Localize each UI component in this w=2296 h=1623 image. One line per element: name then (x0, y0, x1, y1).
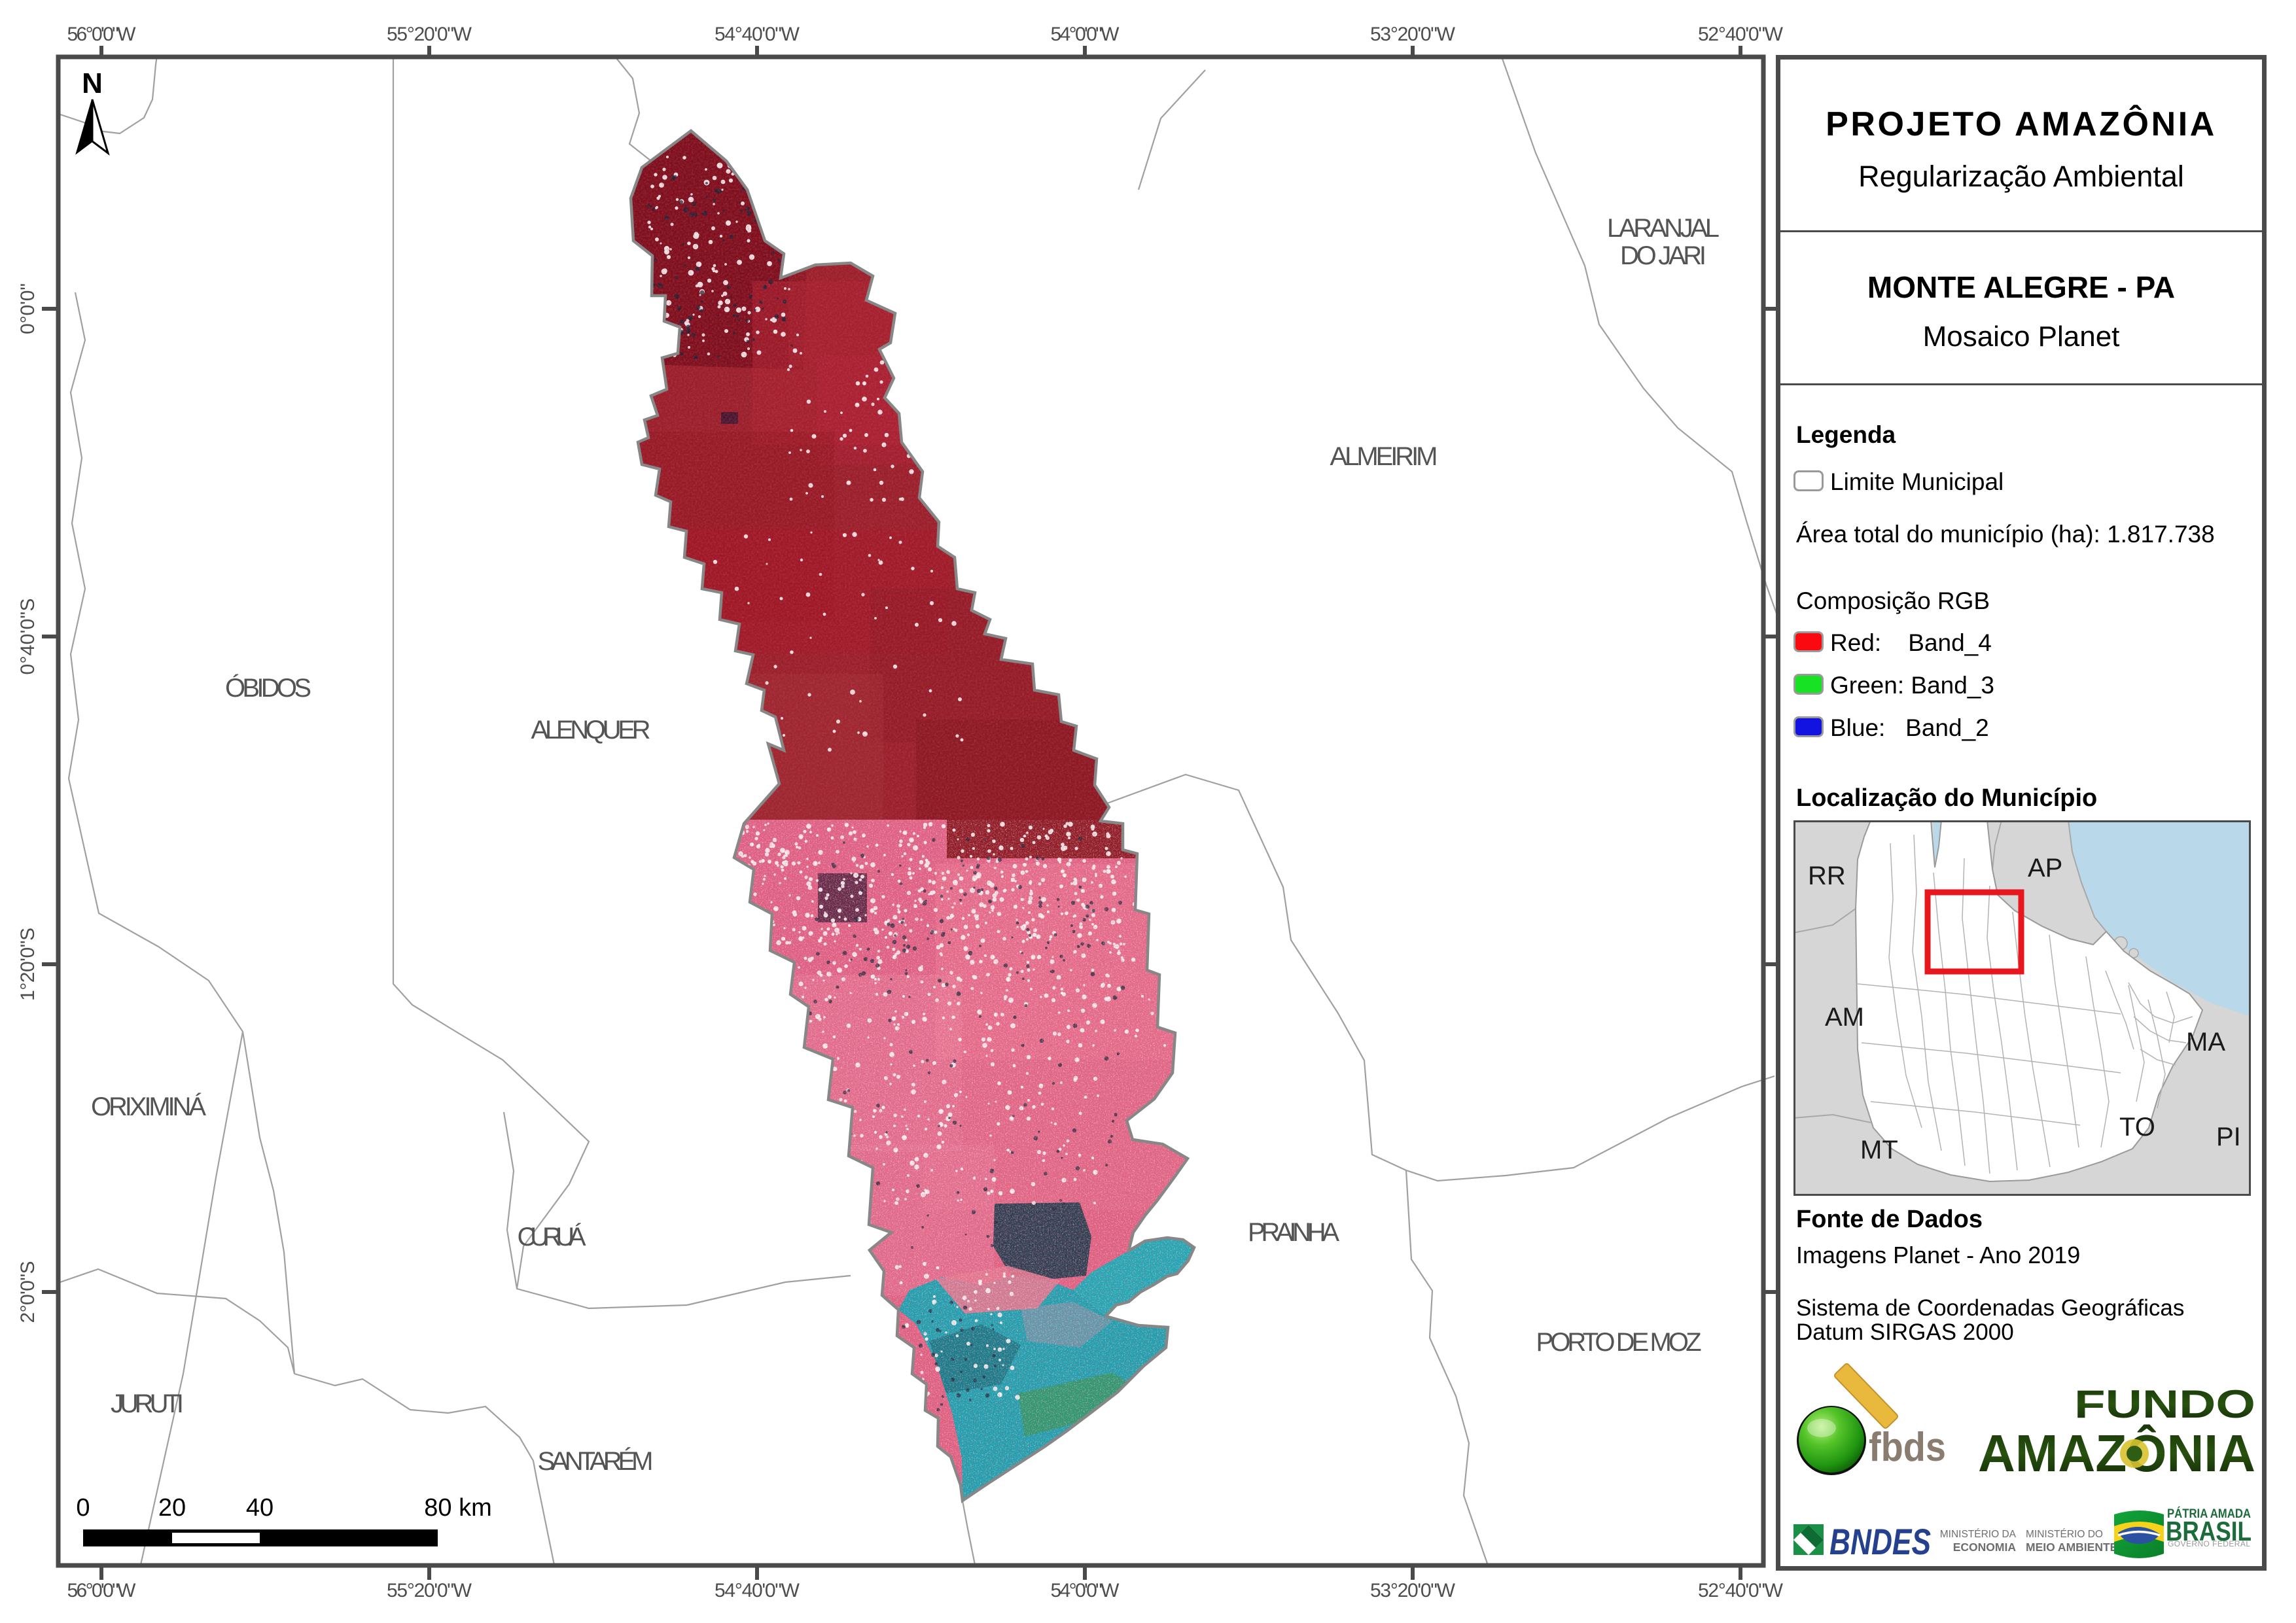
svg-text:MEIO AMBIENTE: MEIO AMBIENTE (2026, 1541, 2117, 1554)
svg-text:GOVERNO FEDERAL: GOVERNO FEDERAL (2168, 1539, 2250, 1548)
svg-text:CURUÁ: CURUÁ (518, 1222, 586, 1251)
svg-text:ALMEIRIM: ALMEIRIM (1330, 442, 1438, 471)
svg-text:RR: RR (1808, 862, 1846, 890)
svg-text:40: 40 (246, 1494, 274, 1522)
svg-text:FUNDO: FUNDO (2074, 1382, 2255, 1426)
svg-text:AMAZÔNIA: AMAZÔNIA (1978, 1424, 2255, 1482)
svg-text:53°20'0"W: 53°20'0"W (1370, 24, 1456, 45)
svg-text:AM: AM (1825, 1003, 1864, 1032)
svg-text:54°0'0"W: 54°0'0"W (1051, 24, 1120, 45)
svg-text:ALENQUER: ALENQUER (531, 716, 651, 744)
svg-text:52°40'0"W: 52°40'0"W (1698, 24, 1784, 45)
svg-text:0°0'0": 0°0'0" (17, 283, 39, 334)
svg-text:LARANJAL: LARANJAL (1607, 214, 1720, 243)
svg-text:MA: MA (2186, 1028, 2225, 1056)
svg-text:0: 0 (76, 1494, 90, 1522)
svg-text:56°0'0"W: 56°0'0"W (67, 24, 137, 45)
svg-text:54°40'0"W: 54°40'0"W (715, 1580, 800, 1601)
svg-text:PI: PI (2216, 1123, 2241, 1151)
svg-text:56°0'0"W: 56°0'0"W (67, 1580, 137, 1601)
svg-text:PRAINHA: PRAINHA (1248, 1218, 1339, 1247)
svg-text:TO: TO (2119, 1113, 2155, 1142)
svg-text:BRASIL: BRASIL (2166, 1516, 2252, 1546)
svg-text:55°20'0"W: 55°20'0"W (387, 24, 472, 45)
svg-text:54°0'0"W: 54°0'0"W (1051, 1580, 1120, 1601)
svg-text:PORTO DE MOZ: PORTO DE MOZ (1536, 1328, 1702, 1357)
svg-text:2°0'0"S: 2°0'0"S (17, 1261, 39, 1323)
svg-text:ECONOMIA: ECONOMIA (1953, 1541, 2017, 1554)
svg-text:JURUTI: JURUTI (111, 1389, 184, 1418)
svg-text:20: 20 (158, 1494, 186, 1522)
svg-text:fbds: fbds (1869, 1425, 1946, 1470)
svg-text:0°40'0"S: 0°40'0"S (17, 599, 39, 675)
svg-text:PÁTRIA AMADA: PÁTRIA AMADA (2167, 1507, 2251, 1521)
svg-text:ORIXIMINÁ: ORIXIMINÁ (91, 1092, 206, 1121)
svg-text:MINISTÉRIO DA: MINISTÉRIO DA (1940, 1529, 2017, 1540)
svg-text:ÓBIDOS: ÓBIDOS (225, 673, 311, 703)
svg-text:53°20'0"W: 53°20'0"W (1370, 1580, 1456, 1601)
svg-text:MINISTÉRIO DO: MINISTÉRIO DO (2026, 1529, 2103, 1540)
svg-text:N: N (82, 67, 103, 99)
svg-text:AP: AP (2028, 854, 2062, 882)
svg-text:80 km: 80 km (424, 1494, 491, 1522)
svg-text:MT: MT (1860, 1136, 1898, 1164)
svg-text:1°20'0"S: 1°20'0"S (17, 928, 39, 1001)
svg-text:55°20'0"W: 55°20'0"W (387, 1580, 472, 1601)
svg-text:SANTARÉM: SANTARÉM (538, 1446, 654, 1476)
svg-text:52°40'0"W: 52°40'0"W (1698, 1580, 1784, 1601)
svg-text:DO JARI: DO JARI (1620, 241, 1706, 270)
svg-text:BNDES: BNDES (1829, 1521, 1931, 1562)
svg-text:54°40'0"W: 54°40'0"W (715, 24, 800, 45)
